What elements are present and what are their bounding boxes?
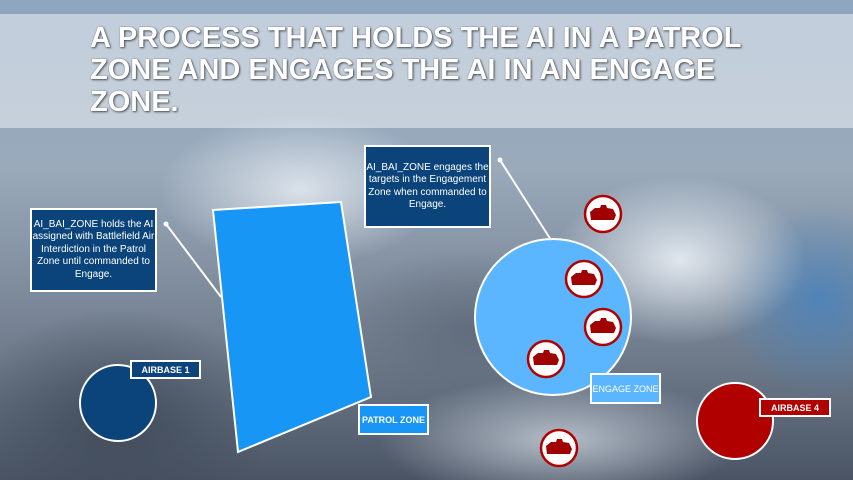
- patrol-note-text: AI_BAI_ZONE holds the AI assigned with B…: [32, 218, 155, 280]
- tank-icon: [526, 339, 566, 379]
- engage-zone-label-text: ENGAGE ZONE: [592, 383, 659, 394]
- patrol-note-box: AI_BAI_ZONE holds the AI assigned with B…: [30, 208, 157, 292]
- tank-icon: [583, 194, 623, 234]
- airbase-4-marker: [696, 382, 774, 460]
- tank-icon: [539, 428, 579, 468]
- airbase-1-label-text: AIRBASE 1: [141, 364, 190, 375]
- airbase-4-label: AIRBASE 4: [759, 398, 831, 417]
- connector-dot: [163, 221, 169, 227]
- title-band: [0, 14, 853, 128]
- engage-note-connector: [499, 159, 552, 241]
- airbase-1-label: AIRBASE 1: [130, 360, 201, 379]
- patrol-zone-label-text: PATROL ZONE: [362, 414, 425, 425]
- airbase-4-label-text: AIRBASE 4: [770, 402, 819, 413]
- patrol-zone: [211, 200, 373, 454]
- airbase-1-marker: [79, 364, 157, 442]
- tank-icon: [564, 259, 604, 299]
- engage-note-text: AI_BAI_ZONE engages the targets in the E…: [366, 161, 489, 211]
- patrol-note-connector: [165, 223, 222, 298]
- connector-dot: [497, 157, 503, 163]
- slide-title: A PROCESS THAT HOLDS THE AI IN A PATROL …: [90, 22, 741, 118]
- engage-zone-label: ENGAGE ZONE: [590, 373, 661, 404]
- patrol-zone-label: PATROL ZONE: [358, 404, 429, 435]
- engage-note-box: AI_BAI_ZONE engages the targets in the E…: [364, 145, 491, 228]
- tank-icon: [583, 307, 623, 347]
